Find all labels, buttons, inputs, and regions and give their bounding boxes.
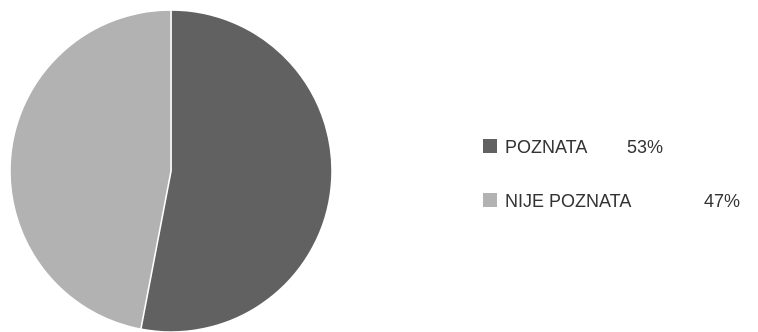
- legend-swatch-poznata: [483, 139, 497, 153]
- legend-label-nije-poznata: NIJE POZNATA: [505, 191, 631, 211]
- pie-slice-nije-poznata: [9, 9, 172, 331]
- legend-swatch-nije-poznata: [483, 193, 497, 207]
- legend-label-poznata: POZNATA: [505, 137, 587, 157]
- legend-value-poznata: 53%: [627, 137, 663, 157]
- legend-value-nije-poznata: 47%: [704, 191, 740, 211]
- legend: POZNATA 53% NIJE POZNATA 47%: [483, 137, 740, 211]
- pie-slices: [9, 9, 333, 332]
- pie-slice-poznata: [139, 9, 333, 332]
